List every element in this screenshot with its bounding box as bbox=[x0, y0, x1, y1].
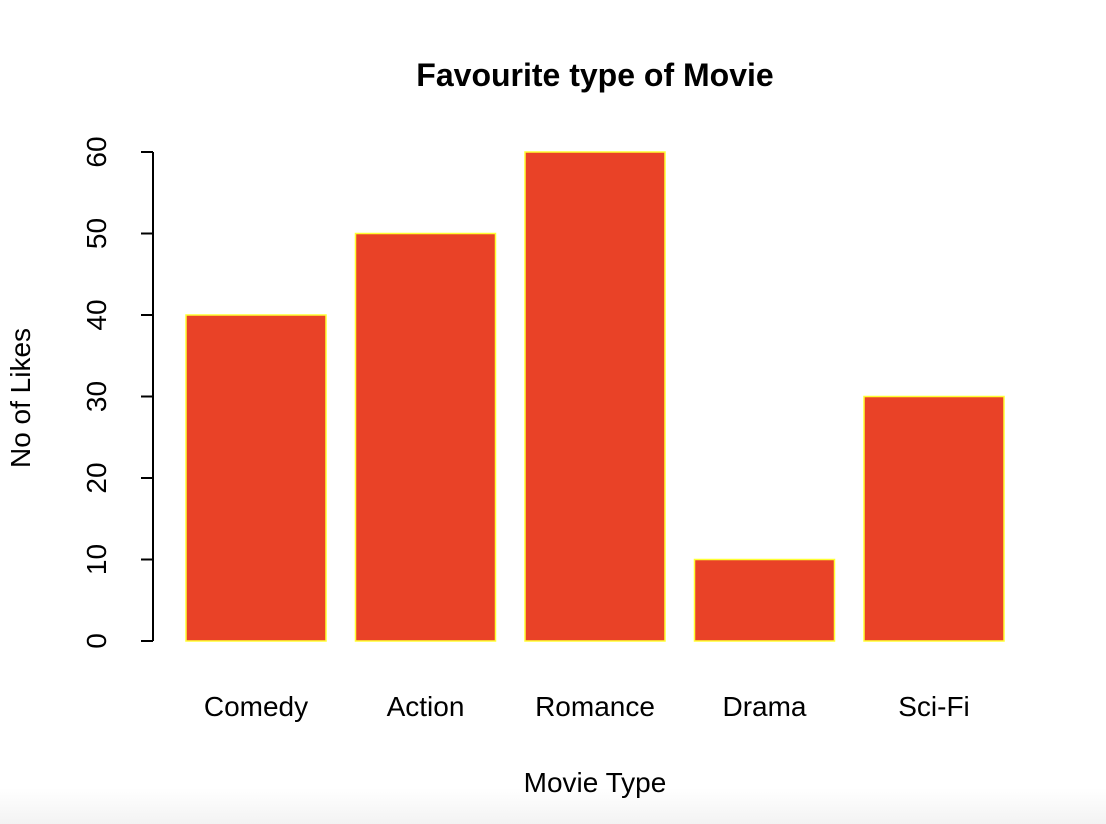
bar-action bbox=[354, 232, 497, 642]
y-tick-label: 10 bbox=[81, 544, 112, 575]
x-tick-label: Romance bbox=[535, 691, 655, 722]
x-axis-labels: Comedy Action Romance Drama Sci-Fi bbox=[204, 691, 970, 722]
bar-drama bbox=[693, 558, 836, 642]
bar-romance bbox=[524, 151, 666, 642]
y-tick-label: 20 bbox=[81, 462, 112, 493]
x-tick-label: Drama bbox=[722, 691, 806, 722]
x-axis-label: Movie Type bbox=[524, 767, 667, 798]
y-tick-label: 0 bbox=[81, 633, 112, 649]
y-tick-label: 60 bbox=[81, 136, 112, 167]
y-tick-label: 40 bbox=[81, 299, 112, 330]
y-tick-label: 50 bbox=[81, 218, 112, 249]
y-axis-label: No of Likes bbox=[5, 328, 36, 468]
y-tick-label: 30 bbox=[81, 381, 112, 412]
y-axis: 0 10 20 30 40 50 60 bbox=[81, 136, 154, 649]
bar-comedy bbox=[185, 314, 327, 642]
x-tick-label: Sci-Fi bbox=[898, 691, 970, 722]
bar-sci-fi bbox=[863, 395, 1005, 642]
chart-title: Favourite type of Movie bbox=[416, 57, 773, 93]
x-tick-label: Comedy bbox=[204, 691, 308, 722]
x-tick-label: Action bbox=[387, 691, 465, 722]
bar-group bbox=[185, 151, 1005, 642]
